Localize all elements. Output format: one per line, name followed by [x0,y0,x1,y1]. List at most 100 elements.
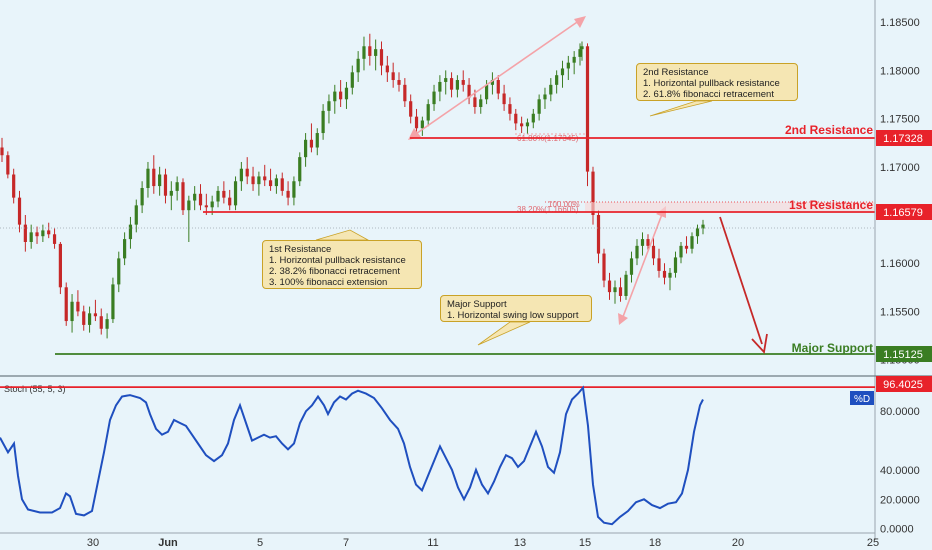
candle-body [432,91,436,105]
candle-body [327,101,331,111]
candle-body [286,190,290,198]
candle [239,161,243,191]
candle [263,164,267,187]
candle [123,232,127,266]
candle-body [635,245,639,259]
candle-body [204,205,208,208]
candle-body [29,232,33,242]
time-tick-label: 20 [732,537,744,549]
candle-body [315,133,319,148]
note-first-resistance-line-1: 1. Horizontal pullback resistance [269,255,406,266]
candle [560,60,565,88]
candle [646,234,650,252]
stoch-d-line [0,385,704,526]
note-second-resistance-line-2: 2. 61.8% fibonacci retracement [643,89,774,100]
note-second-resistance-line-1: 1. Horizontal pullback resistance [643,78,780,89]
note-first-resistance-line-3: 3. 100% fibonacci extension [269,277,388,288]
candle-body [379,49,384,66]
fib-zone [585,202,875,211]
candle-body [490,80,495,85]
candle [432,84,436,111]
candle-body [640,239,645,246]
major-support-level: Major Support [55,341,875,355]
candle-body [35,232,39,237]
candle-body [280,178,284,191]
stoch-tick-label: 20.0000 [880,494,920,506]
candle-body [152,168,156,187]
candle-body [362,46,366,59]
candle [268,168,273,191]
candle [543,87,547,109]
candle-body [391,72,395,81]
candle-body [233,181,238,206]
candle [467,78,471,105]
candle [391,62,395,88]
stoch-tick-label: 0.0000 [880,524,914,536]
candle-body [668,272,672,278]
candle [146,161,150,198]
candle [128,216,133,249]
candle [99,308,103,335]
candle [578,43,582,66]
candle-body [134,205,138,225]
fib-arrow-head-right [574,16,586,28]
candle [111,277,115,323]
stoch-series-tag-label: %D [854,394,870,405]
note-first-resistance-title: 1st Resistance [269,244,332,255]
candle [690,232,694,254]
candle [555,70,559,94]
first-resistance-level: 1st Resistance [203,198,875,213]
second-resistance-tag-value: 1.17328 [883,133,923,145]
candle [117,251,121,293]
price-tick-label: 1.17500 [880,114,920,126]
candle [403,78,407,108]
stoch-axis: 80.0000 40.0000 20.0000 0.0000 [880,406,920,535]
candle-body [537,99,541,114]
candle [76,290,80,317]
candle [537,94,541,121]
candle [657,248,661,278]
candle [673,251,678,278]
first-resistance-tag-value: 1.16579 [883,207,923,219]
candle-body [245,168,249,177]
first-resistance-tag: 1.16579 [876,204,932,220]
candle [52,228,57,249]
candle [35,226,39,244]
candle [490,72,495,95]
candle-body [496,80,500,94]
candle-body [403,84,407,102]
candle-body [662,270,667,278]
stoch-tick-label: 80.0000 [880,406,920,418]
stoch-level-tag-value: 96.4025 [883,379,923,391]
candle-body [438,81,442,92]
candle [70,294,74,333]
time-tick-label: 5 [257,537,263,549]
candle [41,224,45,242]
price-pane: 61.80%(1.17345) 100.00% 38.20%(1.16605) … [0,16,875,355]
candle-body [251,176,255,185]
note-major-support-title: Major Support [447,299,507,310]
candle [274,174,279,194]
fib-100-label: 100.00% [548,200,580,209]
candle-body [701,224,705,229]
time-tick-label: 11 [427,537,438,549]
candle [315,128,319,156]
price-tick-label: 1.16000 [880,258,920,270]
candle [327,94,331,124]
candle [198,184,203,211]
candle-body [158,174,162,187]
candle [292,176,296,206]
candle-body [163,174,168,196]
candle [233,176,238,211]
candle [455,75,459,98]
candle [82,305,86,331]
candle-body [520,123,524,127]
candle-body [93,313,98,317]
candle [321,104,325,140]
candle [618,277,623,302]
candle [596,210,601,264]
second-resistance-label: 2nd Resistance [785,123,873,137]
candle [140,181,144,214]
time-tick-label: 7 [343,537,349,549]
candle-body [695,228,700,237]
